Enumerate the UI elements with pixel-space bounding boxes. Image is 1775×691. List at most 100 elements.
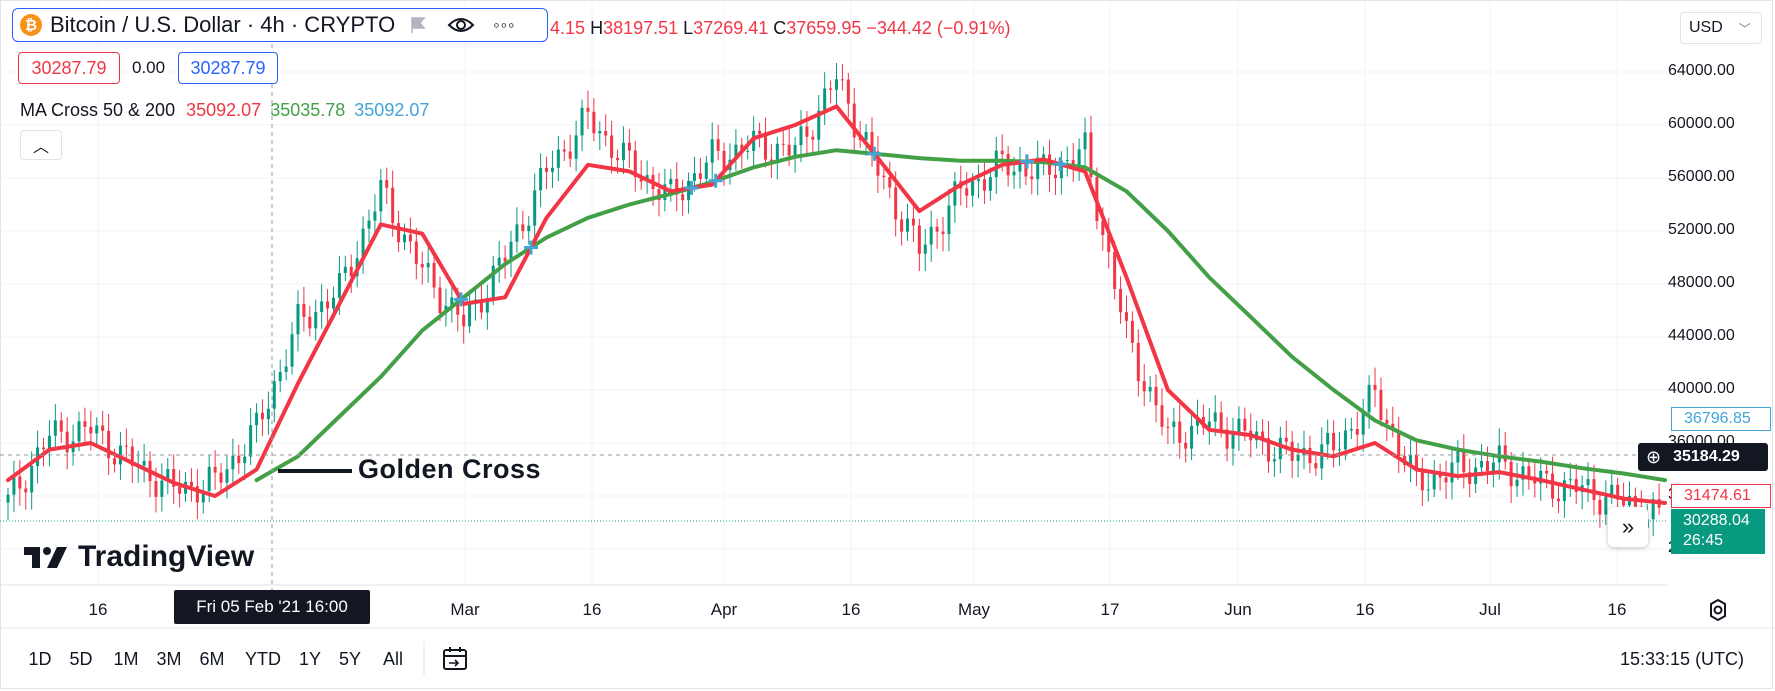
indicator-value-fast: 35092.07 <box>186 100 262 120</box>
candle-body <box>627 142 631 151</box>
candle-body <box>598 131 602 134</box>
candle-body <box>166 469 170 481</box>
candle-body <box>1450 462 1454 483</box>
candle-body <box>491 265 495 299</box>
candle-body <box>923 244 927 254</box>
buy-button[interactable]: 30287.79 <box>178 52 278 84</box>
candle-body <box>533 190 537 226</box>
range-button-ytd[interactable]: YTD <box>245 649 281 669</box>
cross-markers <box>454 146 1068 307</box>
candle-body <box>213 466 217 473</box>
candle-body <box>1296 455 1300 461</box>
candle-body <box>1586 479 1590 486</box>
time-tick: 17 <box>1100 600 1120 619</box>
candle-body <box>379 180 383 212</box>
ohlc-values: 4.15 H38197.51 L37269.41 C37659.95 −344.… <box>550 18 1010 39</box>
range-button-5y[interactable]: 5Y <box>338 649 362 669</box>
candle-body <box>509 241 513 262</box>
candle-body <box>965 188 969 196</box>
cross-marker <box>1053 157 1068 172</box>
candle-body <box>83 421 87 427</box>
candle-body <box>1024 163 1028 177</box>
indicator-name: MA Cross 50 & 200 <box>20 100 176 120</box>
symbol-header[interactable]: ₿ Bitcoin / U.S. Dollar · 4h · CRYPTO ◦◦… <box>12 8 548 42</box>
candle-body <box>101 425 105 431</box>
candle-body <box>1184 442 1188 449</box>
flag-icon[interactable] <box>409 16 427 34</box>
tradingview-logo[interactable]: TradingView <box>24 540 254 574</box>
candle-body <box>1089 132 1093 178</box>
candle-body <box>1616 484 1620 500</box>
cross-marker <box>1020 154 1035 169</box>
candle-body <box>414 241 418 264</box>
utc-clock[interactable]: 15:33:15 (UTC) <box>1620 649 1745 669</box>
close-label: C <box>773 18 787 38</box>
candle-body <box>545 167 549 172</box>
candle-body <box>302 303 306 317</box>
settings-icon[interactable] <box>1705 597 1731 623</box>
candle-body <box>1373 384 1377 390</box>
cross-marker <box>708 173 723 188</box>
plus-circle-icon[interactable]: ⊕ <box>1646 446 1662 467</box>
candle-body <box>160 480 164 497</box>
candle-body <box>207 466 211 491</box>
candle-body <box>1562 480 1566 502</box>
candle-body <box>681 194 685 201</box>
candle-body <box>178 486 182 494</box>
range-button-all[interactable]: All <box>382 649 404 669</box>
eye-icon[interactable] <box>447 15 475 35</box>
candle-body <box>1213 412 1217 422</box>
range-button-1y[interactable]: 1Y <box>298 649 322 669</box>
candle-body <box>1551 473 1555 499</box>
sell-button[interactable]: 30287.79 <box>18 52 120 84</box>
candle-body <box>249 425 253 457</box>
candle-body <box>758 130 762 134</box>
scroll-to-realtime-button[interactable]: » <box>1608 507 1648 547</box>
price-tick: 48000.00 <box>1668 274 1735 291</box>
candle-body <box>882 175 886 178</box>
candle-body <box>669 178 673 185</box>
candle-body <box>852 103 856 138</box>
candle-body <box>1160 405 1164 427</box>
indicator-legend[interactable]: MA Cross 50 & 200 35092.07 35035.78 3509… <box>20 100 429 121</box>
range-button-3m[interactable]: 3M <box>156 649 182 669</box>
candle-body <box>1409 454 1413 465</box>
candle-body <box>113 458 117 465</box>
range-button-5d[interactable]: 5D <box>69 649 93 669</box>
calendar-goto-icon[interactable] <box>440 645 470 673</box>
candle-body <box>894 187 898 220</box>
candle-body <box>243 456 247 464</box>
candle-body <box>219 472 223 483</box>
range-button-6m[interactable]: 6M <box>199 649 225 669</box>
candle-body <box>1338 449 1342 451</box>
candle-body <box>361 228 365 259</box>
candle-body <box>586 107 590 112</box>
candle-body <box>456 297 460 315</box>
candle-body <box>1042 154 1046 158</box>
candle-body <box>1119 288 1123 313</box>
range-button-1d[interactable]: 1D <box>28 649 52 669</box>
candle-body <box>30 466 34 493</box>
candle-body <box>225 469 229 483</box>
candle-body <box>1574 479 1578 493</box>
candle-body <box>432 262 436 288</box>
candle-body <box>1592 479 1596 501</box>
candle-body <box>142 460 146 466</box>
collapse-legend-button[interactable]: ︿ <box>20 130 62 160</box>
currency-select[interactable]: USD ﹀ <box>1680 12 1762 44</box>
crosshair-price-label[interactable]: ⊕ 35184.29 <box>1638 443 1768 471</box>
candle-body <box>1432 473 1436 490</box>
candle-body <box>89 426 93 434</box>
candle-body <box>793 145 797 156</box>
candle-body <box>237 455 241 464</box>
range-button-1m[interactable]: 1M <box>113 649 139 669</box>
candle-body <box>326 301 330 309</box>
candle-body <box>722 150 726 171</box>
candle-body <box>829 88 833 90</box>
candle-body <box>1468 472 1472 484</box>
candle-body <box>503 257 507 262</box>
more-options-icon[interactable]: ◦◦◦ <box>493 14 516 35</box>
symbol-title: Bitcoin / U.S. Dollar · 4h · CRYPTO <box>50 12 396 37</box>
